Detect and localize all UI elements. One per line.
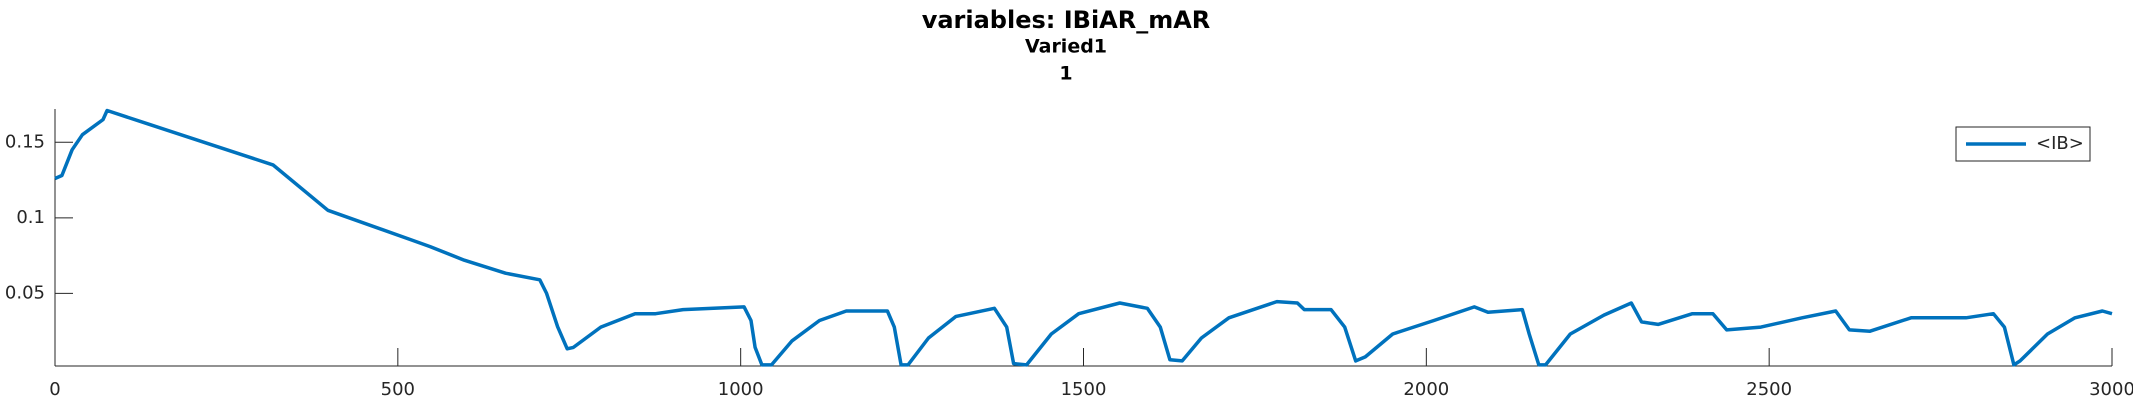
x-tick-label: 1000 xyxy=(718,379,764,400)
x-tick-label: 2500 xyxy=(1746,379,1792,400)
legend-label: <IB> xyxy=(2036,133,2084,154)
x-tick-label: 0 xyxy=(49,379,60,400)
x-tick-label: 3000 xyxy=(2089,379,2133,400)
x-tick-label: 1500 xyxy=(1061,379,1107,400)
chart-subtitle: Varied1 xyxy=(1025,36,1107,58)
series-line xyxy=(54,108,2113,367)
x-tick-label: 2000 xyxy=(1403,379,1449,400)
y-tick-label: 0.1 xyxy=(16,207,45,228)
x-tick-label: 500 xyxy=(381,379,415,400)
chart-title: variables: IBiAR_mAR xyxy=(922,6,1211,34)
y-tick-label: 0.05 xyxy=(5,282,45,303)
chart-subsubtitle: 1 xyxy=(1059,63,1072,85)
y-tick-label: 0.15 xyxy=(5,131,45,152)
